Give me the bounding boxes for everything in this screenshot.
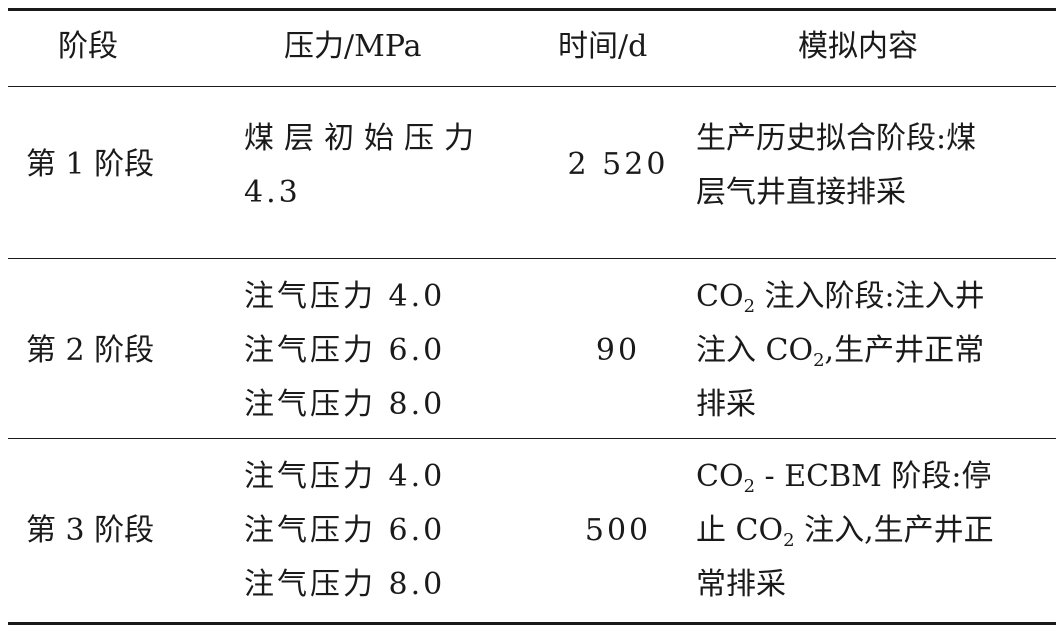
row-2-rule (8, 438, 1056, 439)
row-2-content-line-1-pre: CO (696, 279, 744, 314)
row-2-stage: 第 2 阶段 (26, 333, 155, 368)
header-rule (8, 86, 1056, 87)
row-2-content: CO2 注入阶段:注入井 注入 CO2,生产井正常 排采 (696, 270, 985, 432)
row-2-content-line-2-pre: 注入 CO (696, 333, 814, 368)
row-3-pressure: 注气压力 4.0 注气压力 6.0 注气压力 8.0 (244, 450, 445, 612)
row-3-stage: 第 3 阶段 (26, 513, 155, 548)
row-2-pressure: 注气压力 4.0 注气压力 6.0 注气压力 8.0 (244, 270, 445, 432)
row-3-content-line-3: 常排采 (696, 558, 994, 612)
row-3-content-line-1-pre: CO (696, 459, 744, 494)
row-2-content-line-1-sub: 2 (743, 296, 756, 317)
row-2-pressure-line-2: 注气压力 6.0 (244, 333, 446, 368)
row-2-time: 90 (595, 333, 641, 368)
row-3-content-line-1-sub: 2 (743, 476, 756, 497)
row-1-stage: 第 1 阶段 (26, 147, 155, 182)
row-1-rule (8, 258, 1056, 259)
row-3-content: CO2 - ECBM 阶段:停 止 CO2 注入,生产井正 常排采 (696, 450, 994, 612)
header-pressure: 压力/MPa (284, 29, 422, 64)
row-2-content-line-2: 注入 CO2,生产井正常 (696, 324, 985, 378)
row-3-content-line-2-pre: 止 CO (696, 513, 784, 548)
row-2-pressure-line-1: 注气压力 4.0 (244, 279, 446, 314)
row-1-content: 生产历史拟合阶段:煤 层气井直接排采 (696, 112, 976, 220)
row-3-content-line-1: CO2 - ECBM 阶段:停 (696, 450, 994, 504)
row-3-time: 500 (584, 513, 652, 548)
row-2-content-line-3: 排采 (696, 378, 985, 432)
row-1-content-line-2: 层气井直接排采 (696, 175, 906, 210)
row-1-pressure-line-1: 煤层初始压力 (244, 121, 484, 156)
row-2-pressure-line-3: 注气压力 8.0 (244, 387, 446, 422)
row-2-content-line-2-post: ,生产井正常 (824, 333, 985, 368)
row-3-content-line-2-sub: 2 (783, 530, 795, 551)
row-3-content-line-2: 止 CO2 注入,生产井正 (696, 504, 994, 558)
row-2-content-line-1: CO2 注入阶段:注入井 (696, 270, 985, 324)
header-stage: 阶段 (58, 29, 118, 64)
row-3-pressure-line-1: 注气压力 4.0 (244, 459, 446, 494)
header-content: 模拟内容 (798, 29, 918, 64)
row-1-pressure-line-2: 4.3 (244, 175, 301, 210)
top-rule (8, 8, 1056, 11)
data-table: 阶段 压力/MPa 时间/d 模拟内容 第 1 阶段 煤层初始压力 4.3 2 … (8, 8, 1056, 628)
row-2-content-line-1-post: 注入阶段:注入井 (755, 279, 985, 314)
row-1-pressure: 煤层初始压力 4.3 (244, 112, 484, 220)
header-time: 时间/d (558, 29, 648, 64)
bottom-rule (8, 622, 1056, 625)
row-3-content-line-2-post: 注入,生产井正 (794, 513, 994, 548)
row-2-content-line-3-pre: 排采 (696, 387, 756, 422)
row-1-time: 2 520 (567, 147, 669, 182)
row-3-content-line-3-pre: 常排采 (696, 567, 786, 602)
row-1-content-line-1: 生产历史拟合阶段:煤 (696, 121, 977, 156)
row-3-pressure-line-3: 注气压力 8.0 (244, 567, 446, 602)
row-3-content-line-1-post: - ECBM 阶段:停 (755, 459, 992, 494)
row-2-content-line-2-sub: 2 (813, 350, 825, 371)
row-3-pressure-line-2: 注气压力 6.0 (244, 513, 446, 548)
